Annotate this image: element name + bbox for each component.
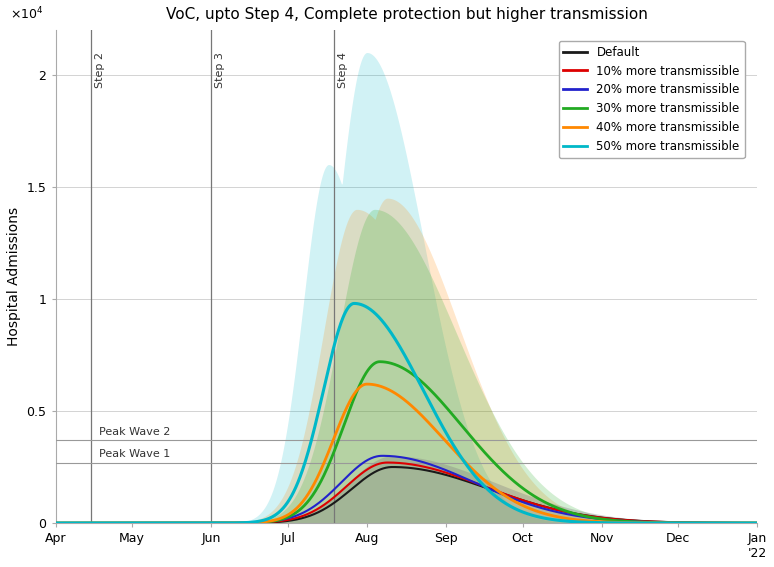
Title: VoC, upto Step 4, Complete protection but higher transmission: VoC, upto Step 4, Complete protection bu… (166, 7, 647, 22)
Text: Step 3: Step 3 (215, 52, 225, 88)
Y-axis label: Hospital Admissions: Hospital Admissions (7, 207, 21, 346)
Text: Peak Wave 2: Peak Wave 2 (99, 427, 170, 437)
Legend: Default, 10% more transmissible, 20% more transmissible, 30% more transmissible,: Default, 10% more transmissible, 20% mor… (559, 41, 745, 158)
Text: Step 4: Step 4 (337, 52, 348, 88)
Text: $\times10^4$: $\times10^4$ (10, 6, 43, 23)
Text: Step 2: Step 2 (95, 52, 105, 88)
Text: Peak Wave 1: Peak Wave 1 (99, 449, 170, 459)
